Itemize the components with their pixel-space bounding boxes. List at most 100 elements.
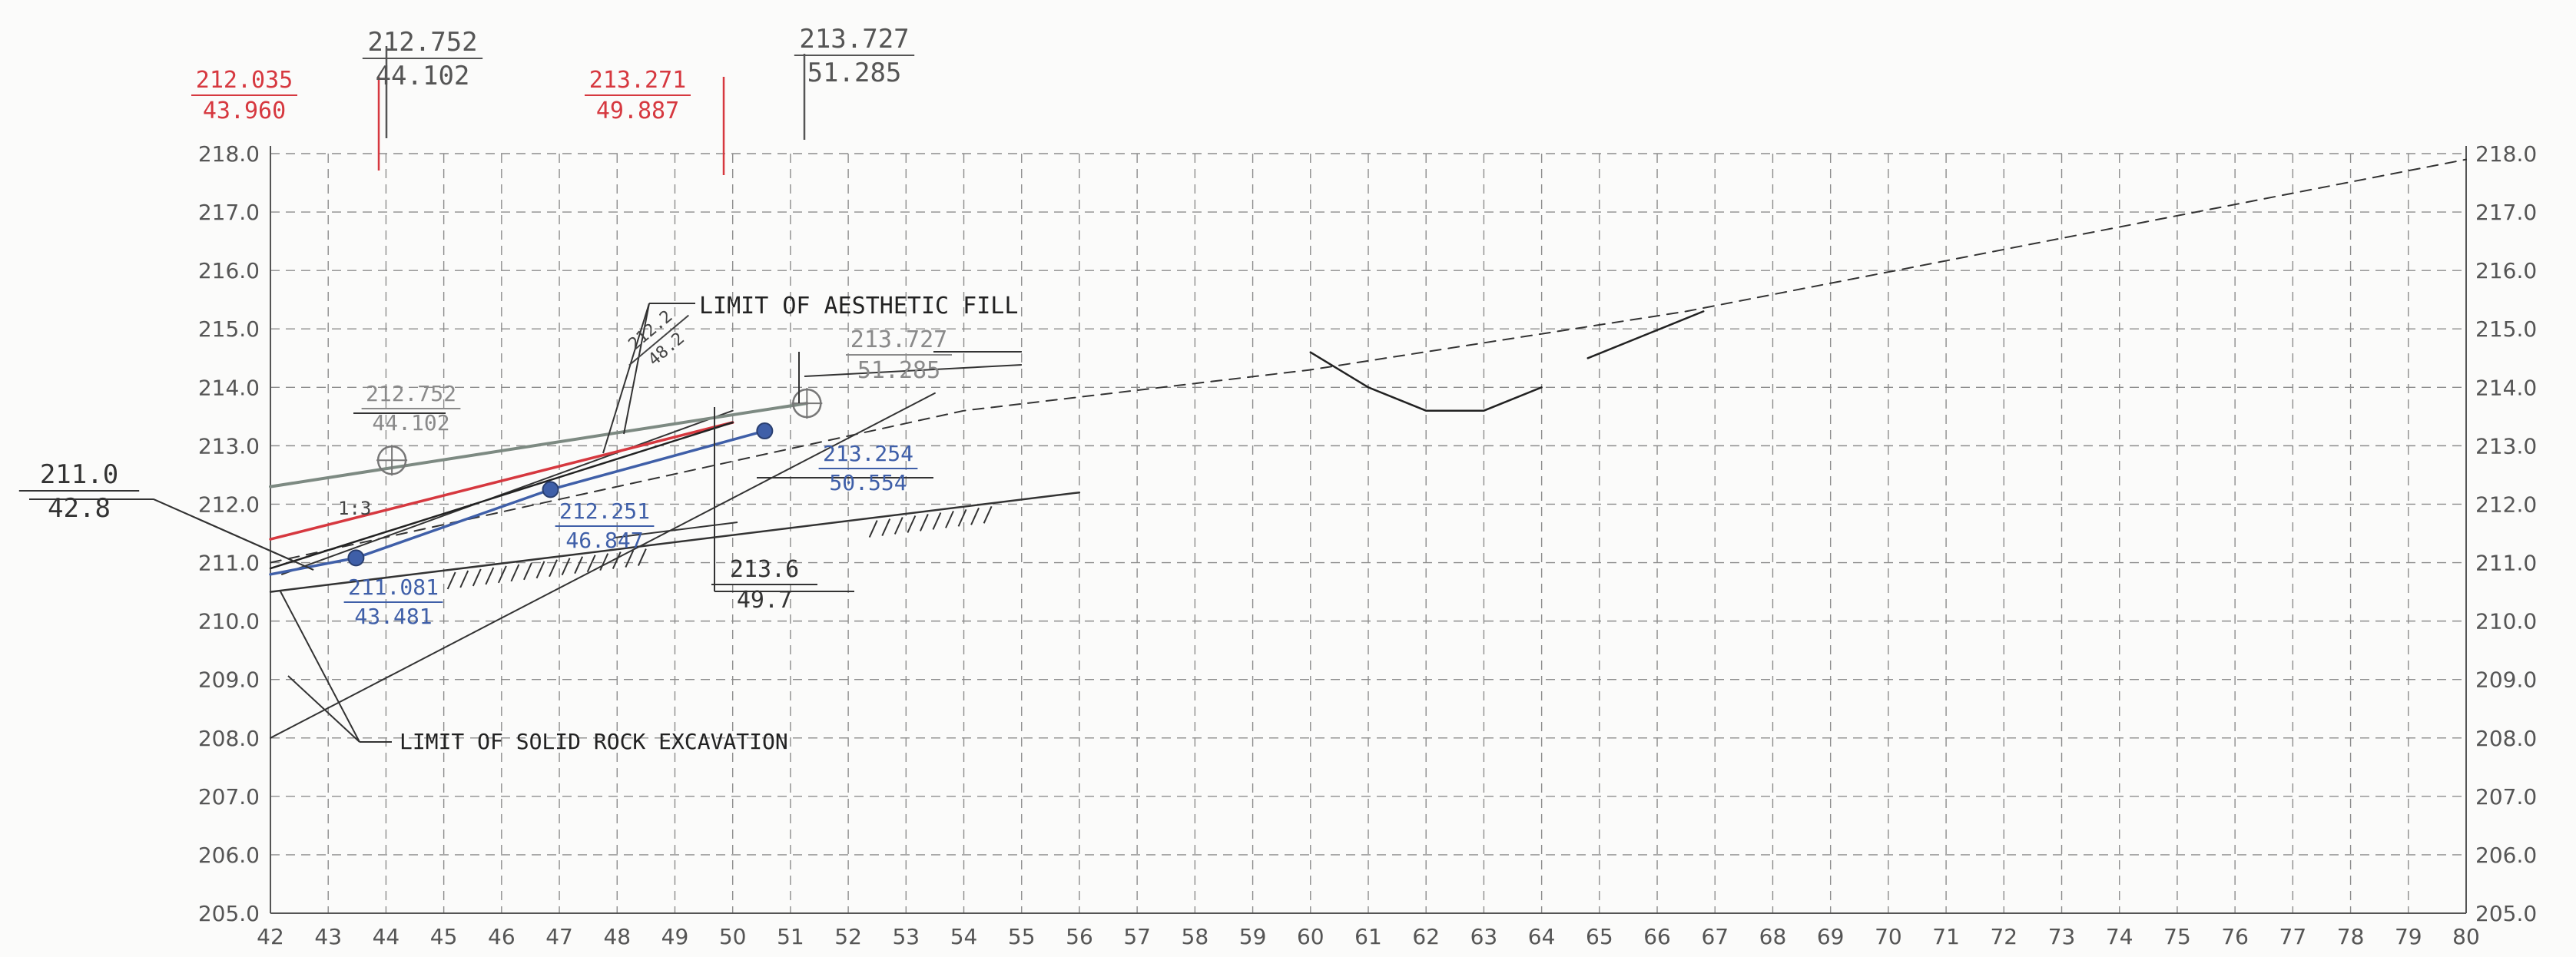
annotation-top: 211.0	[40, 459, 118, 490]
y-tick-label-right: 216.0	[2475, 258, 2537, 283]
annotation-top: 211.081	[348, 575, 439, 600]
x-tick-label: 78	[2337, 924, 2365, 949]
x-tick-label: 53	[892, 924, 920, 949]
x-tick-label: 42	[257, 924, 284, 949]
annotation-red-1: 212.035 43.960	[191, 67, 380, 171]
x-tick-label: 63	[1470, 924, 1498, 949]
series-ditch-right	[1586, 310, 1705, 359]
x-tick-label: 71	[1932, 924, 1960, 949]
annotation-red-2: 213.271 49.887	[585, 67, 725, 175]
annotation-top: 212.035	[196, 67, 293, 94]
hatch-mark	[945, 510, 954, 528]
hatch-mark	[919, 514, 929, 531]
annotation-bottom: 43.481	[354, 604, 432, 629]
x-tick-label: 61	[1354, 924, 1382, 949]
annotation-blue-3: 213.254 50.554	[818, 441, 918, 495]
y-tick-label-right: 206.0	[2475, 843, 2537, 868]
annotation-top: 213.727	[850, 326, 947, 353]
x-tick-label: 62	[1412, 924, 1440, 949]
annotation-bottom: 51.285	[857, 357, 940, 384]
annotation-top: 213.6	[730, 556, 799, 583]
annotation-top: 213.727	[799, 24, 909, 55]
series-existing-ground	[270, 158, 2467, 564]
annotation-bottom: 49.887	[596, 98, 679, 124]
leader-line	[804, 364, 1023, 377]
annotation-bottom: 44.102	[376, 61, 470, 91]
data-point	[542, 481, 559, 498]
annotation-bottom: 49.7	[737, 587, 792, 614]
y-tick-label-right: 210.0	[2475, 609, 2537, 634]
annotation-top: 213.254	[823, 441, 913, 466]
x-tick-label: 77	[2279, 924, 2307, 949]
hatch-mark	[497, 565, 507, 584]
y-tick-label-left: 208.0	[198, 726, 260, 751]
data-points	[347, 388, 823, 567]
annotation-grey-in-2: 213.727 51.285	[846, 326, 952, 384]
annotation-top: 212.752	[366, 381, 456, 406]
series-black-slope	[269, 421, 734, 570]
y-tick-label-right: 207.0	[2475, 784, 2537, 810]
data-point	[756, 422, 774, 440]
hatch-mark	[510, 564, 520, 582]
hatch-mark	[957, 508, 967, 527]
annotation-bar	[628, 314, 689, 366]
hatch-mark	[625, 550, 635, 568]
data-series	[269, 158, 2467, 739]
x-tick-label: 49	[661, 924, 689, 949]
x-tick-label: 80	[2452, 924, 2480, 949]
series-ditch	[1309, 351, 1543, 412]
x-tick-label: 68	[1759, 924, 1787, 949]
leader-line	[280, 591, 360, 743]
data-point	[347, 549, 365, 567]
y-tick-label-left: 217.0	[198, 200, 260, 225]
x-tick-label: 47	[545, 924, 573, 949]
hatch-mark	[523, 562, 532, 581]
annotation-bottom: 51.285	[807, 58, 902, 88]
y-tick-label-left: 207.0	[198, 784, 260, 810]
note-limit-aesthetic-fill: LIMIT OF AESTHETIC FILL	[699, 293, 1018, 320]
hatch-mark	[907, 515, 917, 533]
x-tick-label: 44	[373, 924, 400, 949]
annotation-bottom: 43.960	[203, 98, 286, 124]
x-tick-label: 65	[1586, 924, 1613, 949]
y-tick-label-right: 215.0	[2475, 316, 2537, 342]
x-tick-label: 76	[2221, 924, 2249, 949]
hatch-mark	[881, 518, 891, 536]
x-tick-label: 56	[1066, 924, 1093, 949]
y-tick-label-right: 217.0	[2475, 200, 2537, 225]
hatch-mark	[459, 570, 469, 588]
x-tick-label: 57	[1123, 924, 1151, 949]
x-tick-label: 67	[1701, 924, 1729, 949]
y-tick-label-right: 205.0	[2475, 901, 2537, 926]
y-tick-label-right: 211.0	[2475, 551, 2537, 576]
series-blue-finished-grade	[269, 429, 767, 576]
hatch-mark	[932, 512, 942, 530]
x-tick-label: 48	[603, 924, 631, 949]
x-tick-label: 43	[314, 924, 342, 949]
hatch-mark	[612, 551, 622, 570]
series-rock-line-upper	[281, 409, 734, 575]
x-tick-label: 45	[430, 924, 458, 949]
leader-line	[287, 675, 360, 743]
y-tick-label-left: 205.0	[198, 901, 260, 926]
hatch-mark	[868, 520, 878, 538]
y-tick-label-left: 214.0	[198, 375, 260, 400]
hatch-mark	[561, 558, 571, 576]
annotation-left-call: 211.042.8	[18, 459, 140, 524]
annotation-grey-in-1: 212.752 44.102	[361, 381, 461, 435]
x-tick-label: 59	[1239, 924, 1267, 949]
y-tick-label-left: 218.0	[198, 141, 260, 167]
leader-lines	[29, 303, 1023, 743]
hatch-mark	[599, 553, 609, 571]
leader-line	[614, 522, 738, 538]
hatch-mark	[637, 548, 647, 566]
series-grey-finish-grade	[269, 402, 809, 488]
hatch-mark	[983, 505, 993, 524]
hatch-mark	[485, 567, 495, 585]
hatch-mark	[893, 517, 903, 535]
annotation-bottom: 42.8	[48, 493, 111, 524]
annotation-bottom: 46.847	[565, 528, 643, 553]
rock-hatching	[446, 505, 993, 590]
